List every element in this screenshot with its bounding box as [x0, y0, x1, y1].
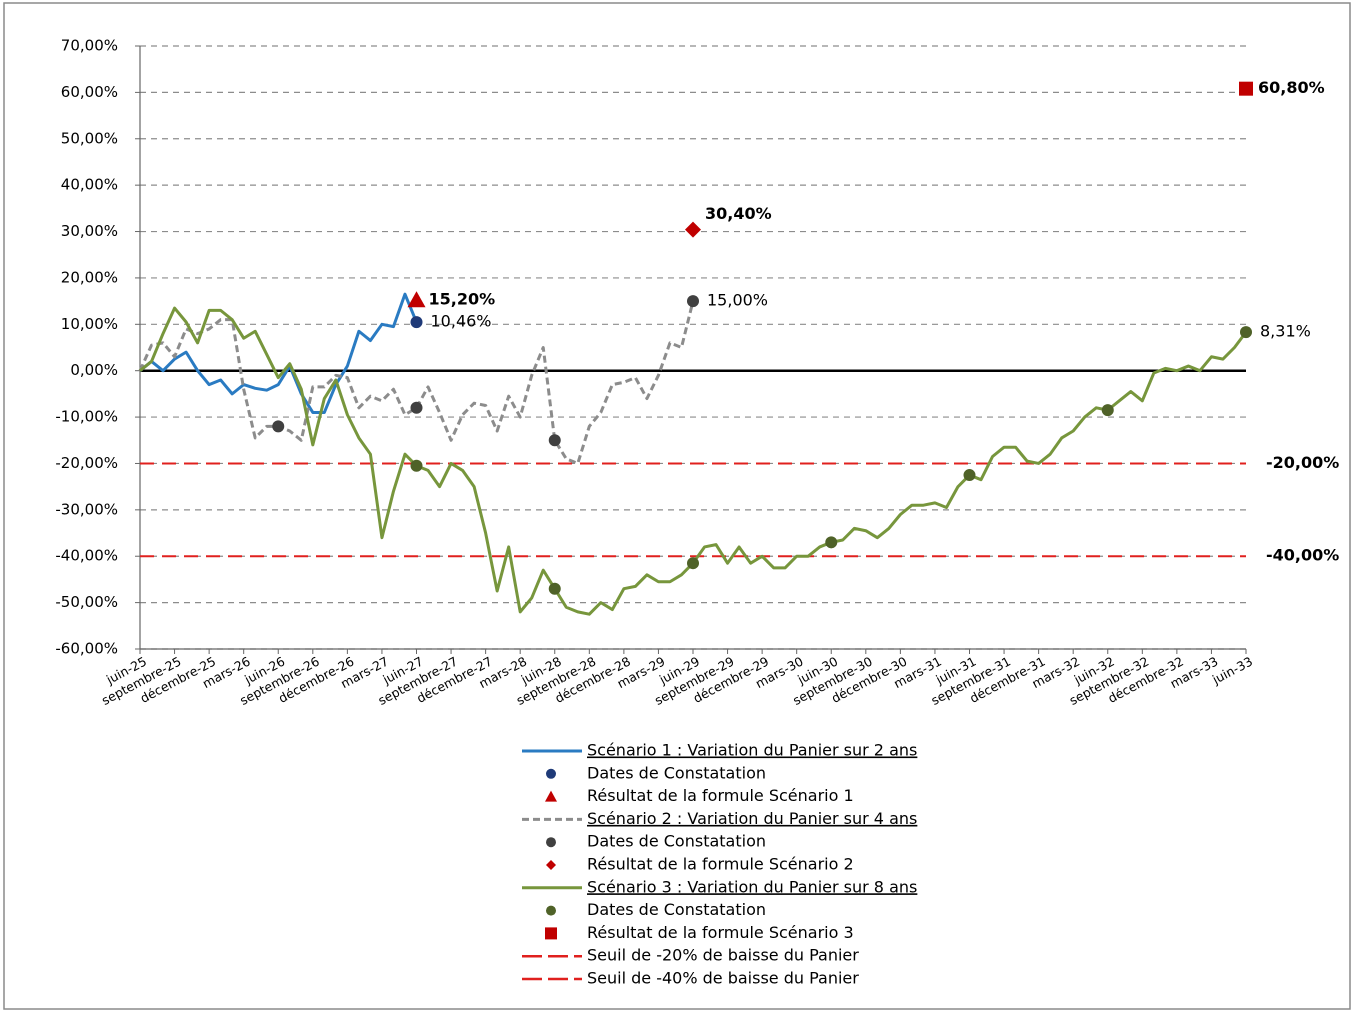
observation-dot	[687, 295, 699, 308]
observation-dot	[410, 316, 423, 329]
data-label: 15,20%	[429, 290, 496, 309]
y-tick-label: 70,00%	[61, 37, 118, 55]
series-line	[139, 292, 418, 414]
observation-dot	[272, 420, 285, 433]
legend-label: Résultat de la formule Scénario 3	[587, 923, 854, 942]
observation-dot	[548, 582, 561, 595]
data-label: 10,46%	[431, 312, 492, 331]
observation-dot	[963, 469, 976, 482]
legend-label: Scénario 2 : Variation du Panier sur 4 a…	[587, 809, 917, 828]
y-tick-label: -60,00%	[55, 640, 118, 658]
y-tick-label: 30,00%	[61, 222, 118, 240]
y-tick-label: -30,00%	[55, 500, 118, 518]
legend-label: Résultat de la formule Scénario 2	[587, 855, 854, 874]
legend-label: Seuil de -20% de baisse du Panier	[587, 946, 859, 965]
legend-swatch	[545, 790, 557, 802]
observation-dot	[410, 401, 423, 414]
threshold-label: -20,00%	[1266, 453, 1339, 472]
observation-dot	[548, 434, 561, 447]
legend-swatch	[545, 927, 557, 940]
observation-dot	[825, 536, 838, 549]
legend-swatch	[546, 905, 556, 916]
data-label: 15,00%	[707, 291, 768, 310]
legend-label: Seuil de -40% de baisse du Panier	[587, 969, 859, 988]
legend-swatch	[546, 860, 556, 870]
observation-dot	[1101, 404, 1114, 417]
observation-dot	[1240, 326, 1252, 339]
legend-label: Dates de Constatation	[587, 900, 766, 919]
y-tick-label: 10,00%	[61, 315, 118, 333]
series-line	[138, 300, 695, 465]
y-tick-label: -20,00%	[55, 454, 118, 472]
data-label: 8,31%	[1260, 322, 1311, 341]
result-triangle	[407, 291, 426, 308]
result-diamond	[685, 221, 701, 238]
y-tick-label: 0,00%	[70, 361, 118, 379]
legend-label: Dates de Constatation	[587, 832, 766, 851]
y-tick-label: 60,00%	[61, 83, 118, 101]
legend-label: Scénario 1 : Variation du Panier sur 2 a…	[587, 741, 917, 760]
legend-swatch	[546, 768, 556, 779]
legend-swatch	[546, 837, 556, 848]
result-square	[1239, 81, 1253, 96]
y-tick-label: -10,00%	[55, 408, 118, 426]
data-label: 60,80%	[1258, 78, 1325, 97]
y-tick-label: 20,00%	[61, 268, 118, 286]
y-tick-label: 40,00%	[61, 176, 118, 194]
legend-label: Scénario 3 : Variation du Panier sur 8 a…	[587, 877, 917, 896]
y-tick-label: 50,00%	[61, 129, 118, 147]
threshold-label: -40,00%	[1266, 546, 1339, 565]
observation-dot	[410, 459, 423, 472]
legend-label: Dates de Constatation	[587, 763, 766, 782]
legend-label: Résultat de la formule Scénario 1	[587, 786, 854, 805]
y-tick-label: -50,00%	[55, 593, 118, 611]
frame	[3, 2, 1351, 1010]
observation-dot	[687, 557, 699, 570]
data-label: 30,40%	[705, 204, 772, 223]
y-tick-label: -40,00%	[55, 547, 118, 565]
